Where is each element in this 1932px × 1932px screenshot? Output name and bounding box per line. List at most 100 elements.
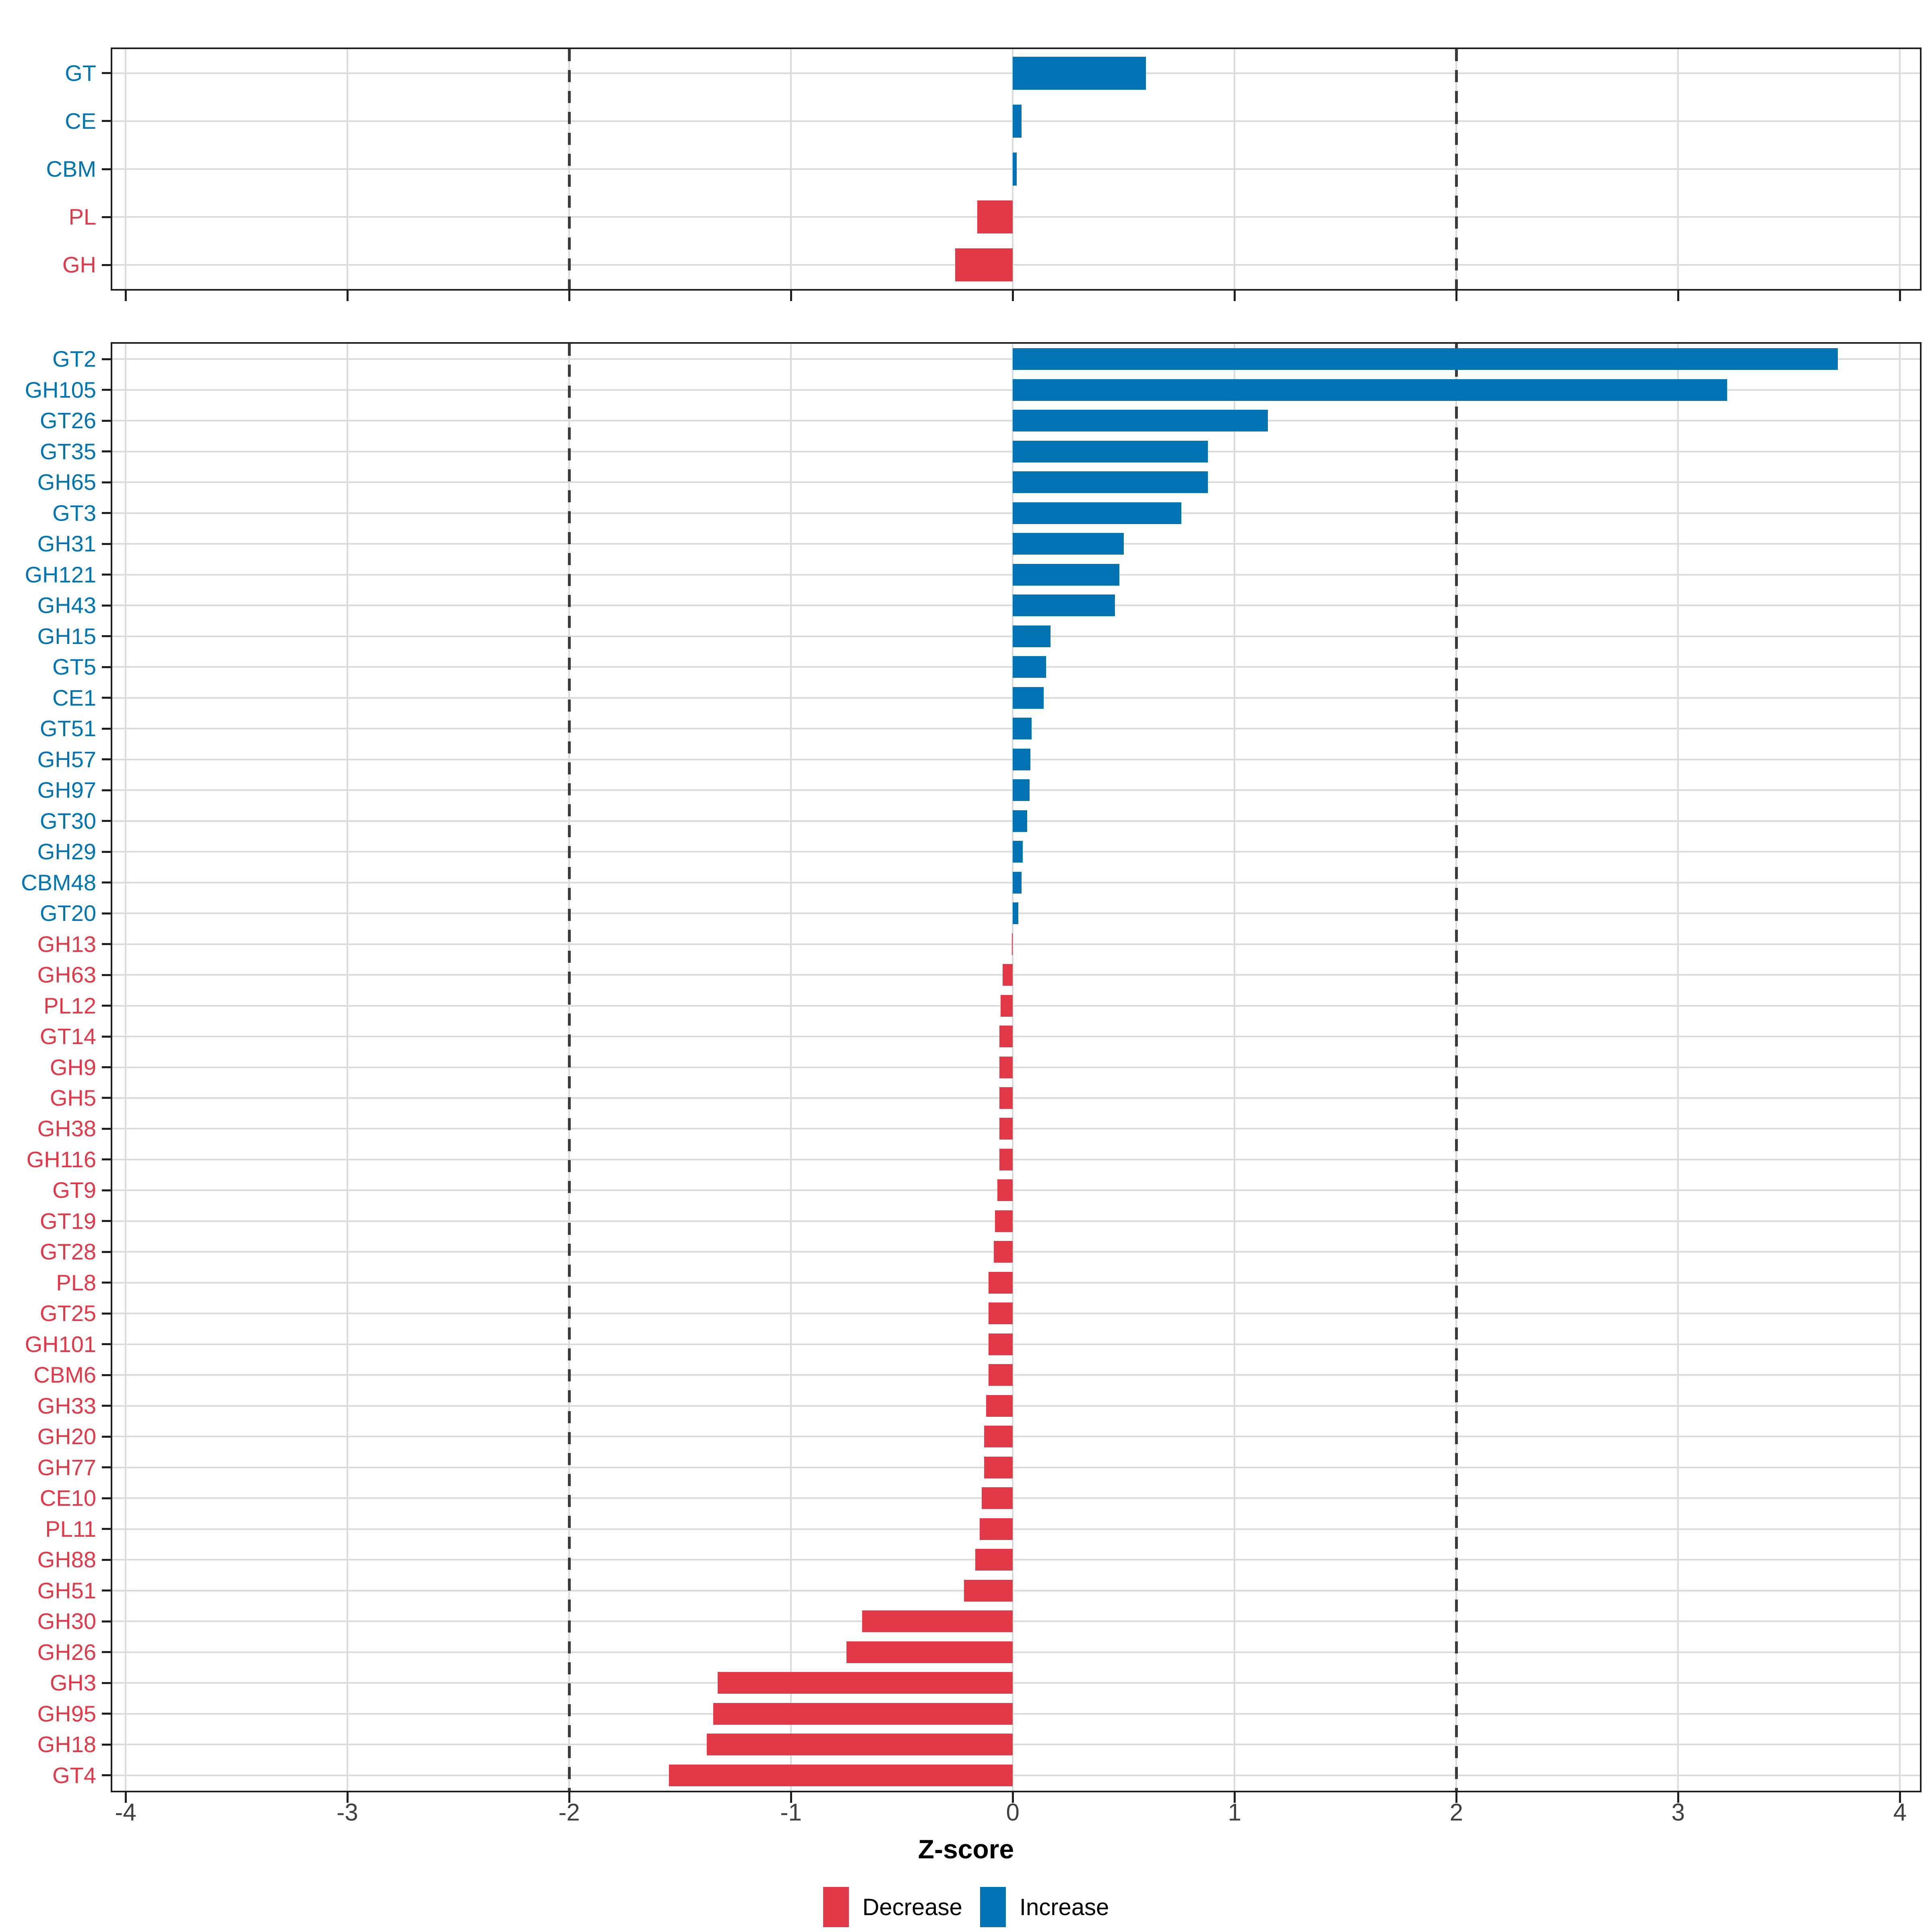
x-tick <box>346 291 349 301</box>
bar-decrease-PL12 <box>1000 995 1013 1017</box>
y-tick-label-GH38: GH38 <box>37 1116 96 1141</box>
y-tick-label-GH97: GH97 <box>37 777 96 803</box>
y-tick <box>102 216 111 218</box>
y-tick <box>102 604 111 607</box>
legend-label-increase: Increase <box>1019 1894 1109 1920</box>
legend-swatch-decrease <box>823 1887 849 1927</box>
y-tick-label-GH3: GH3 <box>50 1670 96 1696</box>
y-gridline <box>112 264 1920 266</box>
y-tick-label-GH15: GH15 <box>37 623 96 649</box>
y-tick <box>102 1558 111 1561</box>
y-tick-label-GH13: GH13 <box>37 931 96 957</box>
y-tick <box>102 1251 111 1253</box>
y-tick-label-CE10: CE10 <box>39 1485 96 1511</box>
y-gridline <box>112 974 1920 976</box>
x-tick-label-0: 0 <box>1006 1799 1020 1826</box>
y-tick-label-PL12: PL12 <box>43 993 96 1018</box>
y-tick-label-GT9: GT9 <box>52 1177 96 1203</box>
bar-increase-CE <box>1013 104 1022 138</box>
y-tick-label-PL11: PL11 <box>45 1516 96 1542</box>
y-tick <box>102 1127 111 1130</box>
y-tick-label-GH63: GH63 <box>37 962 96 988</box>
x-tick-label-1: 1 <box>1228 1799 1241 1826</box>
y-tick <box>102 1589 111 1592</box>
bar-decrease-GH <box>955 248 1013 282</box>
bar-decrease-GH116 <box>999 1148 1013 1170</box>
bar-decrease-PL11 <box>979 1518 1013 1540</box>
bar-decrease-GH95 <box>713 1703 1013 1725</box>
y-tick-label-GH31: GH31 <box>37 531 96 557</box>
y-tick <box>102 1374 111 1376</box>
x-tick <box>1677 291 1679 301</box>
y-gridline <box>112 1158 1920 1160</box>
y-tick <box>102 1343 111 1346</box>
bar-increase-GT30 <box>1013 810 1028 832</box>
y-gridline <box>112 1713 1920 1715</box>
x-tick-label--4: -4 <box>115 1799 136 1826</box>
bar-decrease-GH30 <box>862 1610 1013 1633</box>
bar-decrease-GH51 <box>964 1579 1013 1602</box>
y-gridline <box>112 1405 1920 1407</box>
legend: Decrease Increase <box>0 1887 1932 1927</box>
y-gridline <box>112 1466 1920 1468</box>
bar-decrease-GH18 <box>706 1734 1013 1756</box>
y-gridline <box>112 1374 1920 1376</box>
y-gridline <box>112 943 1920 945</box>
y-tick <box>102 1651 111 1653</box>
y-tick-label-GH88: GH88 <box>37 1547 96 1573</box>
bar-increase-GH29 <box>1013 841 1023 863</box>
bar-decrease-GH33 <box>986 1395 1013 1417</box>
x-tick <box>346 1792 349 1803</box>
y-tick-label-GH9: GH9 <box>50 1054 96 1080</box>
bar-increase-GT3 <box>1013 502 1182 524</box>
y-gridline <box>112 1620 1920 1622</box>
y-tick <box>102 912 111 914</box>
bar-decrease-CE10 <box>982 1487 1013 1509</box>
y-tick-label-GH5: GH5 <box>50 1085 96 1110</box>
x-tick-label--1: -1 <box>780 1799 802 1826</box>
x-tick <box>1455 291 1457 301</box>
y-tick-label-GH29: GH29 <box>37 839 96 865</box>
y-tick-label-PL8: PL8 <box>56 1269 96 1295</box>
y-tick-label-GT: GT <box>65 60 96 86</box>
y-tick-label-CBM: CBM <box>46 156 96 182</box>
x-tick <box>790 291 792 301</box>
bar-decrease-GH3 <box>718 1672 1013 1694</box>
bar-decrease-GT25 <box>988 1302 1013 1325</box>
y-tick <box>102 1005 111 1007</box>
y-tick <box>102 574 111 576</box>
x-tick <box>790 1792 792 1803</box>
y-gridline <box>112 1313 1920 1315</box>
y-tick <box>102 1528 111 1530</box>
y-gridline <box>112 1559 1920 1561</box>
y-gridline <box>112 1497 1920 1499</box>
reference-line-dashed <box>568 344 571 1791</box>
y-tick-label-GH18: GH18 <box>37 1732 96 1757</box>
bar-decrease-GH5 <box>999 1087 1013 1109</box>
bar-decrease-PL8 <box>988 1271 1013 1294</box>
y-tick <box>102 789 111 791</box>
y-tick-label-GT5: GT5 <box>52 654 96 680</box>
legend-entry-decrease: Decrease <box>823 1887 962 1927</box>
x-tick-label--3: -3 <box>336 1799 358 1826</box>
y-tick <box>102 358 111 360</box>
y-tick <box>102 481 111 483</box>
bar-decrease-GT4 <box>669 1764 1013 1786</box>
x-tick-label-3: 3 <box>1671 1799 1685 1826</box>
bar-increase-CBM <box>1013 153 1017 186</box>
y-gridline <box>112 1189 1920 1191</box>
x-tick <box>1899 1792 1901 1803</box>
y-tick <box>102 1066 111 1068</box>
y-tick-label-CE1: CE1 <box>52 685 96 710</box>
y-tick <box>102 1435 111 1438</box>
y-tick-label-GH65: GH65 <box>37 469 96 495</box>
x-axis-title: Z-score <box>918 1834 1014 1864</box>
bar-increase-CBM48 <box>1013 871 1022 894</box>
y-gridline <box>112 1128 1920 1130</box>
bar-decrease-GH26 <box>846 1641 1013 1663</box>
x-tick <box>1011 291 1014 301</box>
bar-decrease-GH77 <box>984 1456 1013 1478</box>
legend-swatch-increase <box>980 1887 1006 1927</box>
x-tick <box>568 1792 570 1803</box>
bar-decrease-PL <box>977 200 1013 234</box>
